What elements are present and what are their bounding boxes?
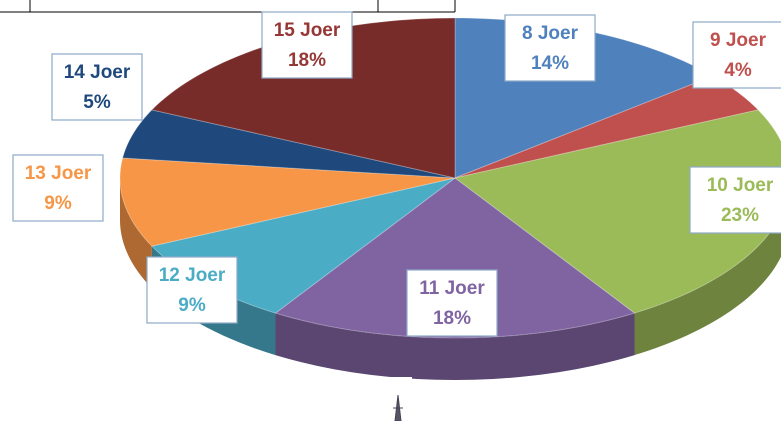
category-label: 9 Joer	[710, 30, 767, 51]
value-label: 9%	[44, 193, 72, 214]
category-label: 14 Joer	[64, 62, 131, 83]
callout-box	[146, 256, 238, 324]
value-label: 18%	[433, 308, 471, 329]
slice-side	[275, 313, 635, 380]
slice	[119, 157, 456, 247]
value-label: 4%	[724, 60, 752, 81]
value-label: 5%	[83, 92, 111, 113]
category-label: 13 Joer	[25, 163, 92, 184]
value-label: 18%	[288, 50, 326, 71]
category-label: 11 Joer	[419, 278, 485, 299]
callout-box	[261, 11, 353, 79]
category-label: 12 Joer	[159, 265, 226, 286]
value-label: 23%	[721, 205, 759, 226]
category-label: 10 Joer	[707, 175, 774, 196]
tree-icon	[393, 394, 403, 421]
callout-box	[504, 14, 596, 82]
slice-side	[120, 178, 152, 289]
image-fragment	[0, 377, 412, 421]
slice	[121, 109, 456, 179]
callout-box	[692, 21, 781, 89]
labels: 8 Joer 14% 9 Joer 4% 10 Joer 23% 11 Joer 18% 12 …	[12, 11, 781, 337]
slice	[274, 177, 636, 339]
value-label: 14%	[531, 53, 569, 74]
callout-box	[51, 53, 143, 121]
slice-side	[634, 214, 781, 356]
callout-box	[406, 269, 498, 337]
callout-box	[689, 166, 781, 234]
category-label: 8 Joer	[522, 23, 579, 44]
callout-box	[12, 154, 104, 222]
category-label: 15 Joer	[274, 20, 341, 41]
value-label: 9%	[178, 295, 206, 316]
table-fragment	[0, 0, 456, 13]
